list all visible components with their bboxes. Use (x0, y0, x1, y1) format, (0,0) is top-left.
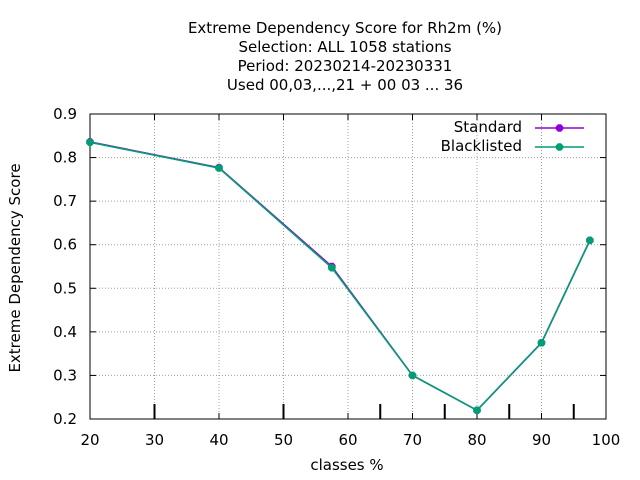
x-tick-label: 80 (467, 431, 486, 449)
x-tick-label: 60 (338, 431, 357, 449)
data-point-blacklisted (537, 339, 546, 347)
x-tick-label: 70 (403, 431, 422, 449)
y-tick-label: 0.5 (53, 279, 77, 297)
y-tick-label: 0.9 (53, 105, 77, 123)
data-point-blacklisted (408, 371, 417, 380)
x-tick-label: 30 (145, 431, 164, 449)
data-point-blacklisted (215, 164, 223, 172)
chart-title-line-4: Used 00,03,...,21 + 00 03 ... 36 (226, 76, 464, 94)
y-tick-label: 0.8 (53, 149, 77, 167)
legend-label-standard: Standard (453, 118, 522, 136)
data-point-blacklisted (328, 264, 336, 272)
legend-marker-blacklisted (555, 143, 564, 151)
chart-title-line-3: Period: 20230214-20230331 (237, 57, 453, 75)
x-tick-label: 20 (80, 431, 99, 449)
legend-marker-standard (555, 124, 564, 132)
chart-title-line-2: Selection: ALL 1058 stations (238, 38, 452, 56)
chart-title-line-1: Extreme Dependency Score for Rh2m (%) (187, 19, 503, 37)
y-tick-label: 0.2 (53, 410, 77, 428)
y-tick-label: 0.3 (53, 366, 77, 384)
x-tick-label: 90 (532, 431, 551, 449)
x-tick-label: 50 (274, 431, 293, 449)
y-tick-label: 0.6 (53, 236, 77, 254)
data-point-blacklisted (586, 236, 594, 245)
y-tick-label: 0.4 (53, 323, 77, 341)
data-point-blacklisted (473, 406, 481, 415)
x-tick-label: 100 (592, 431, 621, 449)
data-point-blacklisted (86, 138, 94, 147)
x-tick-label: 40 (209, 431, 228, 449)
y-tick-label: 0.7 (53, 192, 77, 210)
legend-label-blacklisted: Blacklisted (440, 137, 522, 155)
x-axis-label: classes % (310, 456, 384, 474)
